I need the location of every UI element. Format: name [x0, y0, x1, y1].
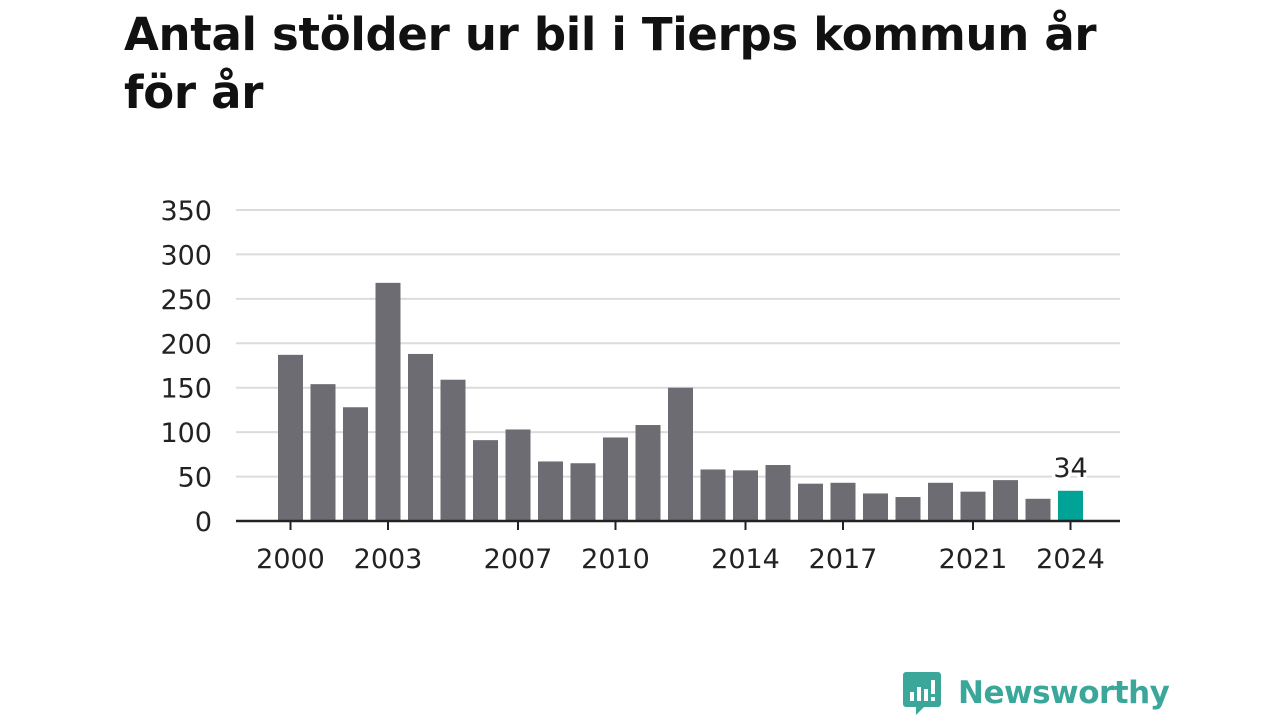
y-axis-tick-labels: 0 50 100 150 200 250 300 350	[160, 196, 212, 538]
bar	[408, 353, 433, 521]
y-tick-label: 50	[178, 463, 212, 494]
bar	[538, 461, 563, 521]
brand-name: Newsworthy	[958, 675, 1170, 711]
bar	[473, 440, 498, 521]
bar	[700, 469, 726, 521]
bar	[928, 482, 953, 521]
bar	[375, 282, 401, 521]
bars	[278, 282, 1083, 521]
y-tick-label: 100	[160, 418, 212, 449]
x-tick-label: 2024	[1036, 544, 1105, 575]
x-tick-label: 2014	[711, 544, 780, 575]
bar	[440, 379, 466, 521]
x-axis-tick-labels: 2000 2003 2007 2010 2014 2017 2021 2024	[256, 544, 1105, 575]
bar	[278, 354, 303, 521]
y-tick-label: 250	[160, 285, 212, 316]
bar	[960, 491, 986, 521]
bar	[733, 470, 758, 521]
x-axis	[236, 519, 1120, 530]
bar-highlight	[1058, 490, 1083, 521]
x-tick-label: 2021	[939, 544, 1008, 575]
y-tick-label: 0	[195, 507, 212, 538]
bar	[310, 384, 336, 521]
x-tick-label: 2003	[354, 544, 423, 575]
bar	[798, 483, 823, 521]
bar	[895, 497, 921, 521]
y-tick-label: 150	[160, 374, 212, 405]
x-tick-label: 2000	[256, 544, 325, 575]
y-tick-label: 350	[160, 196, 212, 227]
y-tick-label: 300	[160, 240, 212, 271]
bar	[830, 482, 856, 521]
bar	[570, 463, 596, 521]
bar	[1025, 498, 1051, 521]
x-tick-label: 2010	[581, 544, 650, 575]
x-tick-label: 2017	[809, 544, 878, 575]
bar	[863, 493, 888, 521]
chart-title: Antal stölder ur bil i Tierps kommun år …	[124, 8, 1097, 119]
y-tick-label: 200	[160, 329, 212, 360]
newsworthy-chat-bars-icon	[903, 672, 941, 715]
bar	[343, 407, 368, 521]
bar	[635, 425, 661, 521]
highlight-value-label: 34	[1053, 453, 1087, 484]
bar	[765, 465, 791, 521]
newsworthy-logo: Newsworthy	[902, 670, 1170, 716]
x-tick-label: 2007	[484, 544, 553, 575]
bar	[993, 480, 1018, 521]
bar	[668, 387, 693, 521]
bar	[603, 437, 628, 521]
bar	[505, 429, 531, 521]
highlight-value-halo: 34	[1053, 453, 1087, 484]
